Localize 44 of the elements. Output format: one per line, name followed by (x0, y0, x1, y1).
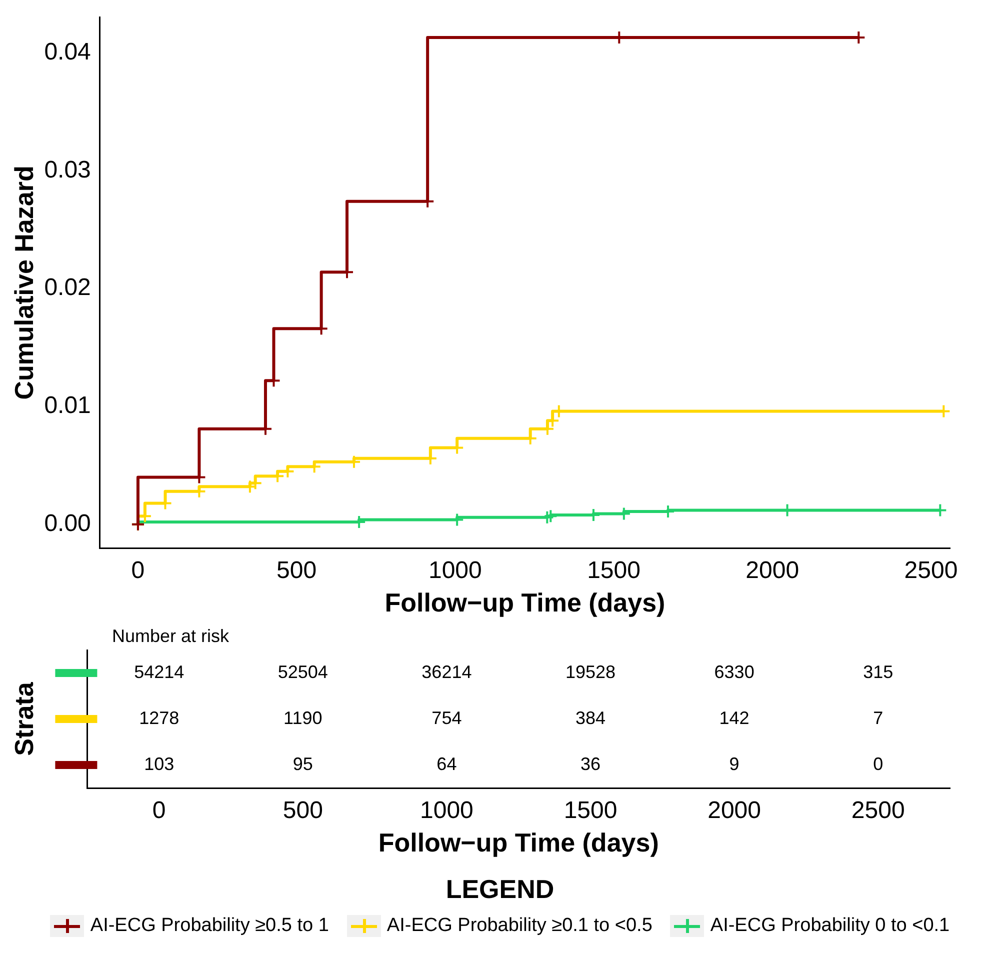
data-label: 95 (292, 754, 313, 774)
x-tick-label: 1000 (420, 797, 474, 824)
x-tick-label: 2000 (708, 797, 761, 824)
data-label: 64 (436, 754, 457, 774)
x-tick-label: 2500 (851, 797, 905, 824)
y-axis-title: Strata (8, 682, 39, 756)
data-label: 19528 (565, 662, 616, 682)
x-axis-title: Follow−up Time (days) (378, 828, 659, 858)
y-tick-label: 0.03 (44, 156, 91, 184)
legend-label: AI-ECG Probability ≥0.5 to 1 (90, 915, 329, 937)
y-tick-label: 0.00 (44, 510, 91, 538)
y-tick-label: 0.01 (44, 392, 91, 420)
data-label: 0 (873, 754, 884, 774)
data-label: 54214 (134, 662, 184, 682)
data-label: 1190 (284, 708, 322, 728)
legend-label: AI-ECG Probability 0 to <0.1 (710, 915, 950, 937)
data-label: 36214 (422, 662, 472, 682)
data-label: 142 (719, 708, 750, 728)
data-label: 7 (873, 708, 884, 728)
data-label: 1278 (139, 708, 180, 728)
legend-label: AI-ECG Probability ≥0.1 to <0.5 (386, 915, 652, 937)
y-tick-label: 0.04 (44, 38, 91, 66)
data-label: 103 (144, 754, 174, 774)
chart-title: Number at risk (112, 626, 230, 646)
y-axis-title: Cumulative Hazard (8, 166, 39, 400)
x-tick-label: 0 (131, 557, 145, 584)
data-label: 6330 (714, 662, 754, 682)
x-tick-label: 2500 (904, 557, 958, 584)
data-label: 754 (432, 708, 462, 728)
x-tick-label: 500 (276, 557, 317, 584)
legend-title: LEGEND (444, 874, 556, 905)
x-tick-label: 1500 (564, 797, 618, 824)
data-label: 9 (729, 754, 740, 774)
data-label: 384 (575, 708, 606, 728)
x-tick-label: 1500 (587, 557, 640, 584)
data-label: 36 (580, 754, 601, 774)
x-tick-label: 500 (282, 797, 323, 824)
x-axis-title: Follow−up Time (days) (384, 588, 666, 618)
y-tick-label: 0.02 (44, 274, 91, 302)
x-tick-label: 0 (152, 797, 166, 824)
x-tick-label: 2000 (746, 557, 800, 584)
x-tick-label: 1000 (428, 557, 482, 584)
data-label: 52504 (278, 662, 328, 682)
data-label: 315 (863, 662, 894, 682)
